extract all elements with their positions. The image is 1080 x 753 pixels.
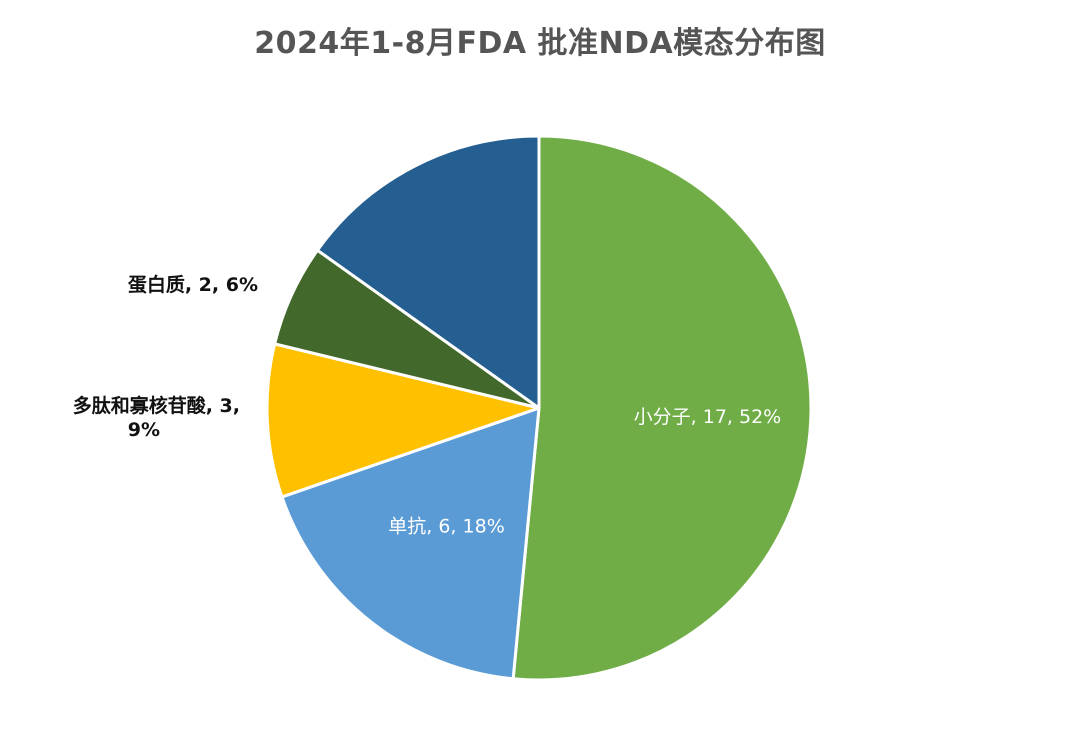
chart-title: 2024年1-8月FDA 批准NDA模态分布图 [254, 26, 826, 61]
pie-slice-3 [265, 342, 541, 499]
pie-slice-5 [315, 134, 541, 410]
slice-label-3: 多肽和寡核苷酸, 3, 9% [73, 394, 240, 441]
pie-slice-1 [511, 134, 813, 682]
pie-slices [265, 134, 813, 682]
slice-label-1: 小分子, 17, 52% [634, 406, 782, 428]
slice-label-2: 单抗, 6, 18% [388, 516, 504, 538]
pie-labels: 小分子, 17, 52% 单抗, 6, 18% 多肽和寡核苷酸, 3, 9% 蛋白质, … [73, 273, 782, 538]
slice-label-4: 蛋白质, 2, 6% [128, 273, 258, 296]
